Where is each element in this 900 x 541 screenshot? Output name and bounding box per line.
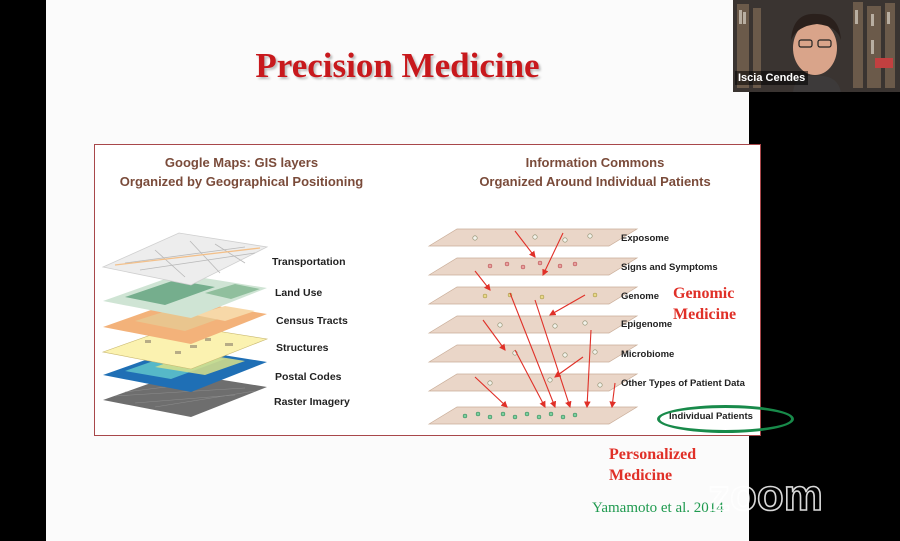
commons-label-microbiome: Microbiome <box>621 349 675 360</box>
genomic-line2: Medicine <box>673 306 737 323</box>
commons-label-signs: Signs and Symptoms <box>621 262 718 273</box>
participant-name: Iscia Cendes <box>735 71 809 85</box>
sheet-patients <box>427 406 639 425</box>
personalized-line2: Medicine <box>609 467 673 484</box>
gis-label-landuse: Land Use <box>275 287 323 299</box>
sheet-other <box>427 373 639 392</box>
figure-frame: Google Maps: GIS layers Organized by Geo… <box>94 144 794 436</box>
gis-label-postal: Postal Codes <box>275 371 342 383</box>
sheet-genome <box>427 286 639 305</box>
commons-label-epigenome: Epigenome <box>621 319 673 330</box>
gis-label-structures: Structures <box>276 342 329 354</box>
commons-label-other: Other Types of Patient Data <box>621 378 745 389</box>
gis-layer-stack <box>101 232 269 417</box>
gis-layer-raster <box>103 373 267 417</box>
gis-label-raster: Raster Imagery <box>274 396 350 408</box>
gis-heading-line1: Google Maps: GIS layers <box>164 155 319 170</box>
sheet-epigenome <box>427 315 639 334</box>
zoom-watermark: zoom <box>708 472 824 518</box>
genomic-line1: Genomic <box>673 285 735 302</box>
commons-heading: Information Commons Organized Around Ind… <box>445 153 745 191</box>
zoom-watermark-text: zoom <box>708 472 823 518</box>
gis-label-transportation: Transportation <box>272 256 346 268</box>
patients-highlight-oval <box>657 405 794 433</box>
participant-video-tile[interactable] <box>733 0 900 92</box>
gis-layer-transportation <box>101 232 269 286</box>
commons-heading-line2: Organized Around Individual Patients <box>479 174 711 189</box>
commons-heading-line1: Information Commons <box>525 155 665 170</box>
personalized-medicine-label: Personalized Medicine <box>609 444 696 486</box>
sheet-signs <box>427 257 639 276</box>
sheet-microbiome <box>427 344 639 363</box>
commons-label-genome: Genome <box>621 291 660 302</box>
genomic-medicine-label: Genomic Medicine <box>673 283 736 325</box>
citation: Yamamoto et al. 2014 <box>592 500 724 516</box>
commons-label-exposome: Exposome <box>621 233 670 244</box>
personalized-line1: Personalized <box>609 446 697 463</box>
commons-layer-stack <box>427 228 639 425</box>
slide-title: Precision Medicine <box>255 46 540 85</box>
gis-label-census: Census Tracts <box>276 315 348 327</box>
gis-heading: Google Maps: GIS layers Organized by Geo… <box>99 153 384 191</box>
gis-heading-line2: Organized by Geographical Positioning <box>119 174 364 189</box>
shared-slide: Precision Medicine Google Maps: GIS laye… <box>46 0 794 541</box>
